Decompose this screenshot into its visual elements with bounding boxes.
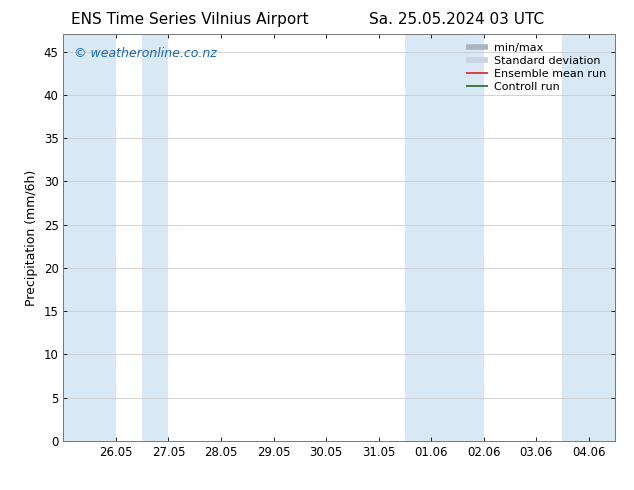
Text: ENS Time Series Vilnius Airport: ENS Time Series Vilnius Airport: [72, 12, 309, 27]
Bar: [405, 34, 431, 441]
Bar: [562, 34, 615, 441]
Text: Sa. 25.05.2024 03 UTC: Sa. 25.05.2024 03 UTC: [369, 12, 544, 27]
Text: © weatheronline.co.nz: © weatheronline.co.nz: [74, 47, 217, 59]
Bar: [63, 34, 116, 441]
Y-axis label: Precipitation (mm/6h): Precipitation (mm/6h): [25, 170, 38, 306]
Bar: [431, 34, 484, 441]
Legend: min/max, Standard deviation, Ensemble mean run, Controll run: min/max, Standard deviation, Ensemble me…: [463, 40, 609, 95]
Bar: [142, 34, 169, 441]
